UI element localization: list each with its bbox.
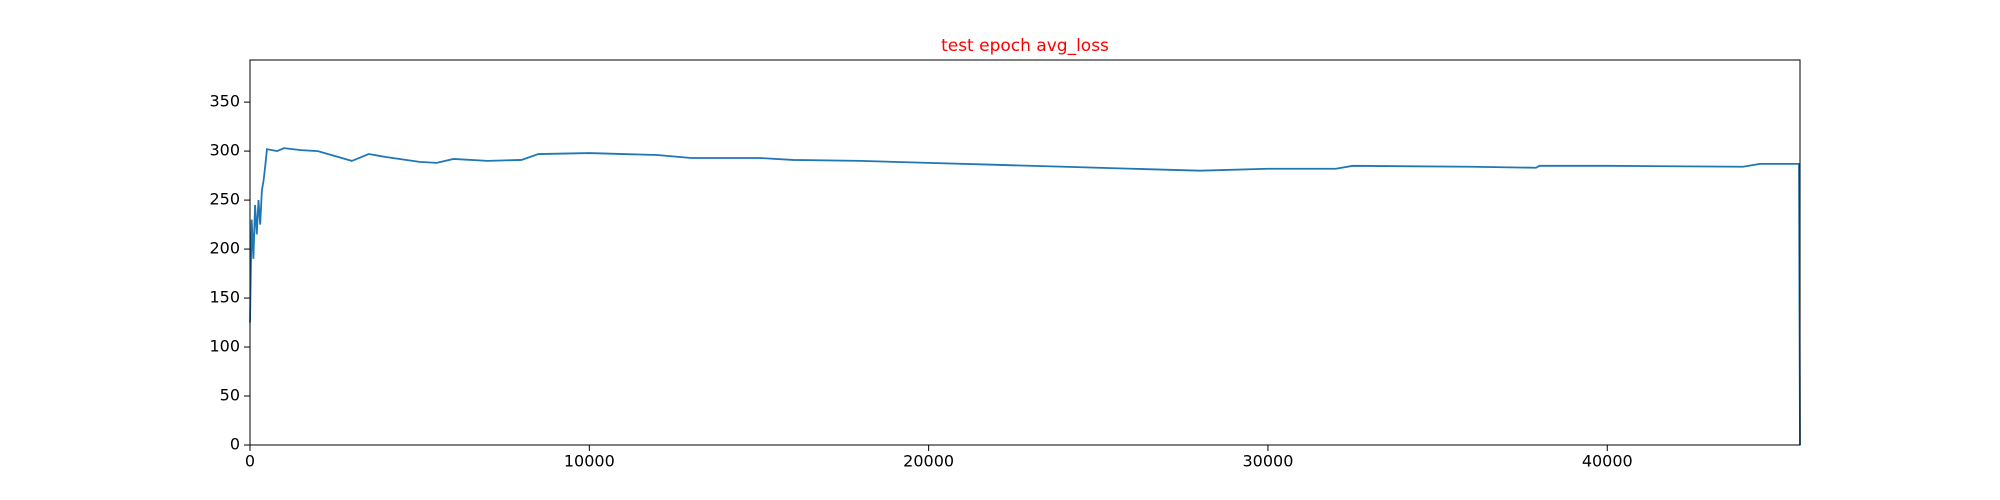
y-tick-label: 250	[209, 190, 240, 209]
plot-frame	[249, 59, 1801, 446]
y-tick-label: 300	[209, 141, 240, 160]
chart-title: test epoch avg_loss	[941, 36, 1109, 56]
y-tick-label: 0	[230, 435, 240, 454]
y-tick-label: 100	[209, 337, 240, 356]
x-tick-label: 20000	[903, 452, 954, 471]
data-line	[249, 147, 1801, 446]
y-tick-label: 350	[209, 92, 240, 111]
y-tick-label: 150	[209, 288, 240, 307]
x-tick-label: 10000	[564, 452, 615, 471]
y-tick-label: 200	[209, 239, 240, 258]
x-tick-label: 40000	[1582, 452, 1633, 471]
x-tick-label: 30000	[1242, 452, 1293, 471]
y-tick-label: 50	[220, 386, 240, 405]
x-tick-label: 0	[245, 452, 255, 471]
